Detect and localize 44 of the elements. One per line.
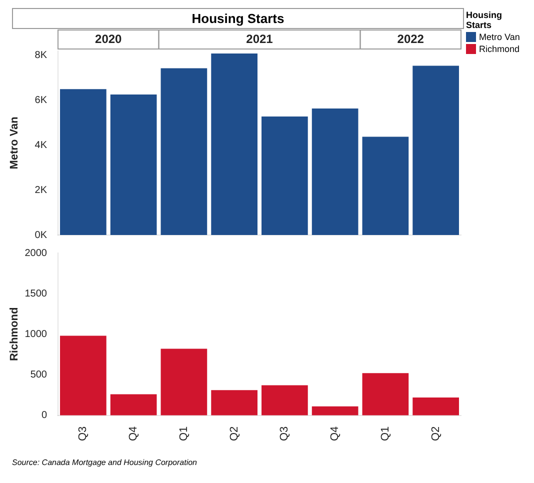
bar <box>160 348 208 416</box>
bar <box>60 89 106 235</box>
y-tick-label: 2000 <box>24 248 48 259</box>
bar <box>60 336 106 416</box>
bar <box>211 390 258 416</box>
x-tick-label: Q2 <box>228 426 240 442</box>
y-tick-label: 6K <box>34 95 48 106</box>
y-tick-label: 4K <box>34 140 48 151</box>
x-tick-label: Q3 <box>278 426 291 442</box>
chart-title: Housing Starts <box>12 8 464 29</box>
y-tick-label: 0 <box>41 410 48 422</box>
y-tick-label: 2K <box>34 184 48 196</box>
source-note: Source: Canada Mortgage and Housing Corporation <box>12 458 198 467</box>
text: 2022 <box>397 32 424 46</box>
bar <box>160 68 208 235</box>
legend-title: Housing Starts <box>466 10 503 30</box>
y-tick-label: 1000 <box>24 328 48 340</box>
legend-label: Richmond <box>479 44 520 54</box>
y-tick-label: 8K <box>34 50 48 62</box>
text: 2021 <box>246 32 274 46</box>
bar <box>211 53 258 235</box>
x-tick-label: Q4 <box>128 426 140 442</box>
y-axis-title: Metro Van <box>8 116 21 170</box>
y-axis-title: Richmond <box>8 307 21 362</box>
bar <box>312 108 358 235</box>
bar <box>262 385 308 416</box>
x-tick-label: Q2 <box>430 426 442 442</box>
x-tick-label: Q1 <box>379 426 392 442</box>
legend-label: Metro Van <box>479 32 520 42</box>
bar <box>362 136 409 235</box>
bar <box>412 66 459 235</box>
y-tick-label: 0K <box>34 230 48 241</box>
bar <box>110 94 157 235</box>
bar <box>362 373 409 416</box>
bar <box>110 394 157 416</box>
bar <box>262 116 308 235</box>
bar <box>412 397 459 416</box>
x-tick-label: Q1 <box>178 426 190 442</box>
text: 2020 <box>95 32 122 46</box>
y-tick-label: 1500 <box>24 288 48 300</box>
x-tick-label: Q4 <box>329 426 342 442</box>
x-tick-label: Q3 <box>77 426 90 442</box>
bar <box>312 406 358 416</box>
y-tick-label: 500 <box>30 369 48 380</box>
